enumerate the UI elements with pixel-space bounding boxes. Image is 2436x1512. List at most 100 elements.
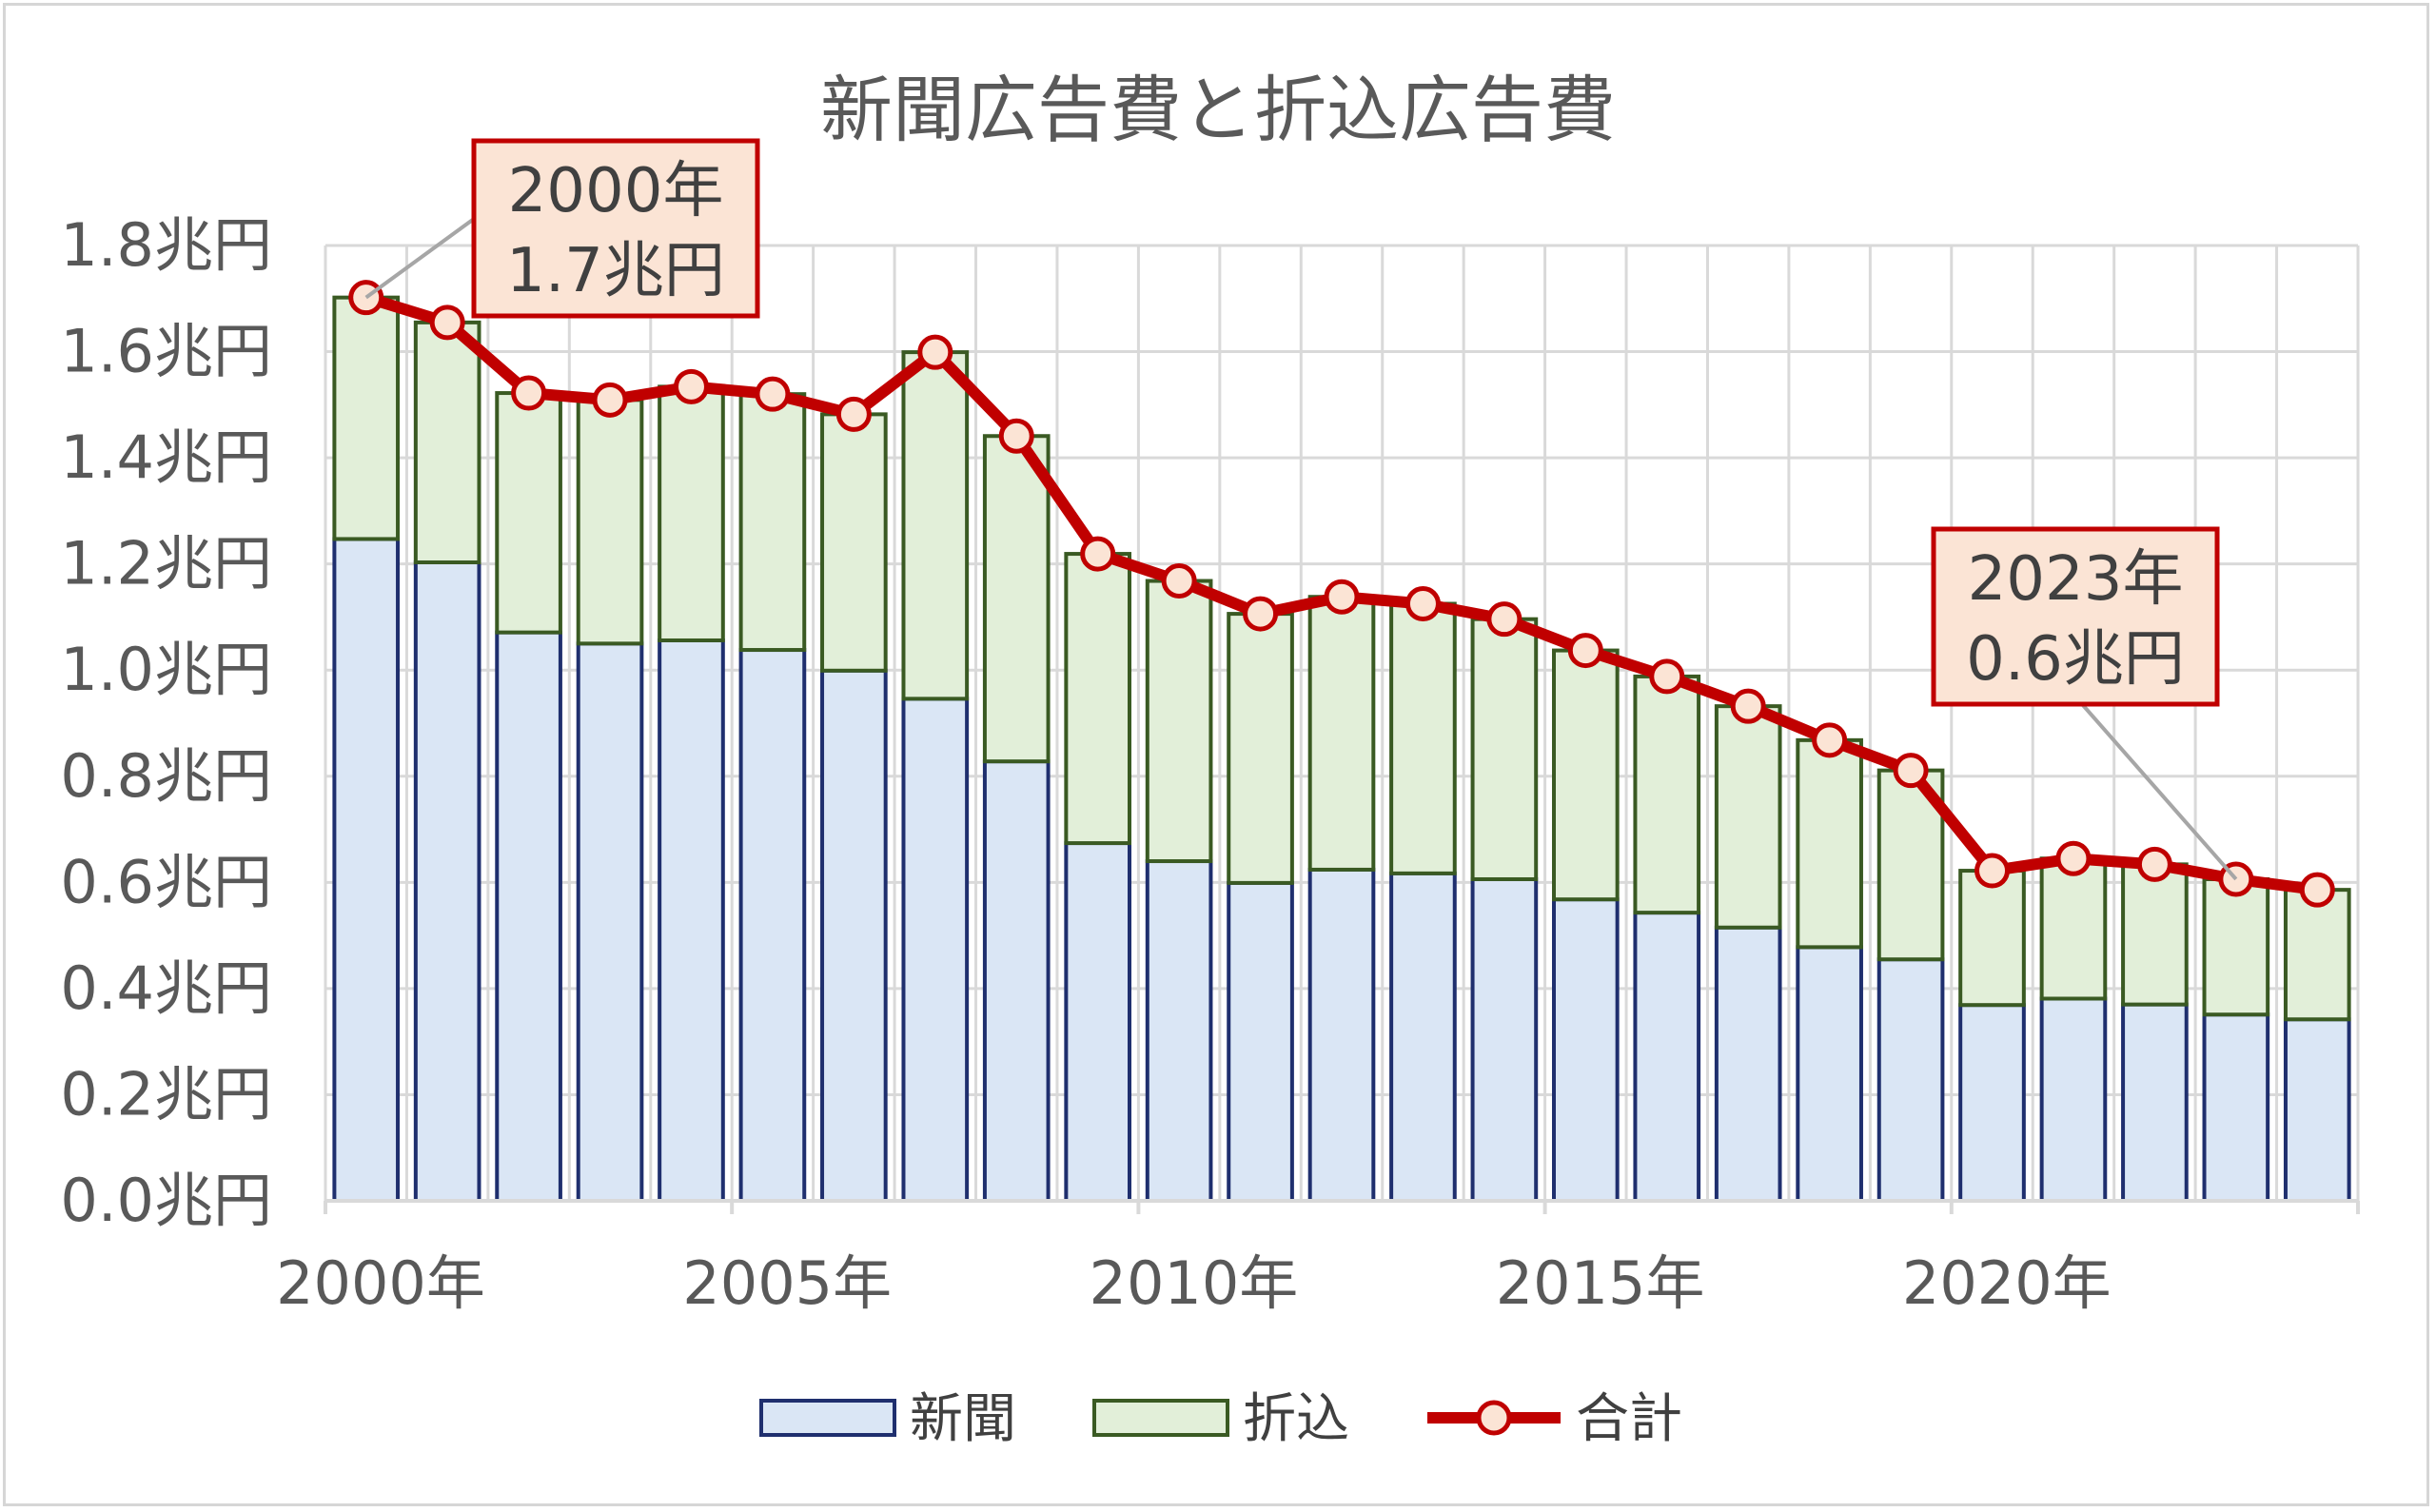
x-tick-label: 2005年 [682, 1248, 892, 1318]
total-marker-2009[interactable] [1080, 536, 1116, 572]
callout-year: 2000年 [508, 156, 724, 226]
y-tick-label: 0.2兆円 [60, 1059, 272, 1129]
total-marker-2020[interactable] [1974, 853, 2011, 889]
total-marker-2007[interactable] [917, 334, 953, 370]
y-tick-label: 0.4兆円 [60, 953, 272, 1023]
bar-折込-2013[interactable] [1389, 601, 1457, 875]
x-tick-label: 2010年 [1090, 1248, 1299, 1318]
bar-新聞-2020[interactable] [1958, 1003, 2026, 1204]
bar-新聞-2010[interactable] [1145, 859, 1213, 1203]
total-marker-2012[interactable] [1324, 579, 1360, 615]
y-tick-label: 0.8兆円 [60, 741, 272, 811]
callout-value: 1.7兆円 [506, 236, 725, 306]
legend[interactable]: 新聞 折込 合計 [759, 1388, 1682, 1450]
bar-折込-2007[interactable] [901, 350, 970, 701]
bar-新聞-2007[interactable] [901, 697, 970, 1203]
legend-label: 折込 [1243, 1388, 1349, 1450]
bar-新聞-2024[interactable] [2283, 1017, 2351, 1203]
bar-折込-2000[interactable] [332, 295, 401, 541]
bar-折込-2011[interactable] [1227, 612, 1294, 885]
bar-新聞-2000[interactable] [332, 537, 401, 1203]
bar-折込-2016[interactable] [1633, 674, 1701, 915]
callout-year: 2023年 [1968, 544, 2184, 615]
bar-折込-2012[interactable] [1307, 595, 1376, 872]
bar-新聞-2002[interactable] [495, 630, 562, 1203]
bar-折込-2009[interactable] [1064, 552, 1132, 846]
bar-新聞-2006[interactable] [820, 668, 888, 1203]
legend-item-合計[interactable]: 合計 [1427, 1388, 1682, 1450]
bar-新聞-2017[interactable] [1714, 925, 1782, 1203]
y-tick-label: 0.0兆円 [60, 1166, 272, 1235]
bar-新聞-2021[interactable] [2039, 996, 2108, 1204]
bar-折込-2010[interactable] [1145, 579, 1213, 864]
bar-新聞-2005[interactable] [738, 648, 807, 1203]
bars [332, 295, 2351, 1204]
bar-折込-2021[interactable] [2039, 856, 2108, 1001]
bar-新聞-2023[interactable] [2202, 1012, 2270, 1203]
total-marker-2024[interactable] [2299, 872, 2335, 908]
total-marker-2019[interactable] [1893, 753, 1929, 789]
bar-新聞-2012[interactable] [1307, 867, 1376, 1203]
bar-折込-2020[interactable] [1958, 869, 2026, 1008]
bar-折込-2015[interactable] [1551, 648, 1620, 902]
bar-新聞-2016[interactable] [1633, 911, 1701, 1203]
callout-box [1931, 526, 2220, 707]
bar-新聞-2001[interactable] [413, 560, 481, 1203]
bar-折込-2022[interactable] [2121, 862, 2189, 1007]
total-marker-2002[interactable] [511, 375, 547, 411]
bar-新聞-2011[interactable] [1227, 880, 1294, 1203]
total-marker-2014[interactable] [1486, 601, 1522, 638]
bar-新聞-2014[interactable] [1470, 876, 1539, 1204]
bar-新聞-2008[interactable] [982, 759, 1051, 1203]
total-marker-2010[interactable] [1161, 563, 1197, 599]
legend-item-新聞[interactable]: 新聞 [759, 1388, 1016, 1450]
total-marker-2017[interactable] [1730, 688, 1766, 724]
bar-折込-2023[interactable] [2202, 876, 2270, 1017]
legend-item-折込[interactable]: 折込 [1092, 1388, 1349, 1450]
bar-折込-2002[interactable] [495, 391, 562, 635]
y-tick-label: 1.2兆円 [60, 529, 272, 599]
bar-折込-2003[interactable] [576, 398, 644, 646]
bar-折込-2006[interactable] [820, 412, 888, 673]
bar-折込-2004[interactable] [658, 384, 725, 642]
bar-折込-2024[interactable] [2283, 888, 2351, 1022]
callouts: 2000年 1.7兆円 2023年 0.6兆円 [364, 138, 2238, 881]
total-marker-2005[interactable] [755, 376, 791, 412]
bar-新聞-2013[interactable] [1389, 871, 1457, 1204]
bar-新聞-2015[interactable] [1551, 897, 1620, 1204]
callout-leader [364, 217, 476, 300]
bar-折込-2008[interactable] [982, 434, 1051, 764]
total-marker-2015[interactable] [1567, 633, 1603, 669]
bar-折込-2014[interactable] [1470, 617, 1539, 881]
callout-leader [2080, 702, 2238, 881]
total-marker-2018[interactable] [1812, 722, 1848, 758]
total-marker-2004[interactable] [673, 368, 709, 404]
total-marker-2003[interactable] [592, 382, 628, 418]
x-tick-label: 2015年 [1496, 1248, 1705, 1318]
bar-新聞-2003[interactable] [576, 641, 644, 1203]
bar-新聞-2019[interactable] [1876, 957, 1945, 1204]
total-marker-2006[interactable] [835, 396, 872, 432]
bar-新聞-2004[interactable] [658, 638, 725, 1203]
bar-折込-2005[interactable] [738, 392, 807, 653]
bar-折込-2001[interactable] [413, 320, 481, 564]
axes: 0.0兆円 0.2兆円 0.4兆円 0.6兆円 0.8兆円 1.0兆円 1.2兆円 1.4兆円… [60, 210, 2360, 1318]
total-marker-2011[interactable] [1243, 596, 1279, 632]
bar-折込-2018[interactable] [1796, 737, 1863, 950]
legend-label: 新聞 [910, 1388, 1016, 1450]
y-tick-label: 1.0兆円 [60, 635, 272, 704]
total-marker-2001[interactable] [429, 304, 465, 341]
callout-value: 0.6兆円 [1966, 624, 2185, 695]
bar-新聞-2009[interactable] [1064, 841, 1132, 1204]
total-marker-2022[interactable] [2136, 846, 2172, 882]
legend-swatch [1092, 1399, 1229, 1437]
callout-box [471, 138, 760, 319]
bar-新聞-2022[interactable] [2121, 1002, 2189, 1203]
bar-折込-2017[interactable] [1714, 704, 1782, 930]
total-marker-2008[interactable] [998, 418, 1034, 454]
total-marker-2021[interactable] [2055, 840, 2092, 876]
total-marker-2013[interactable] [1405, 586, 1441, 621]
legend-swatch [759, 1399, 896, 1437]
bar-新聞-2018[interactable] [1796, 945, 1863, 1203]
total-marker-2016[interactable] [1649, 658, 1685, 695]
